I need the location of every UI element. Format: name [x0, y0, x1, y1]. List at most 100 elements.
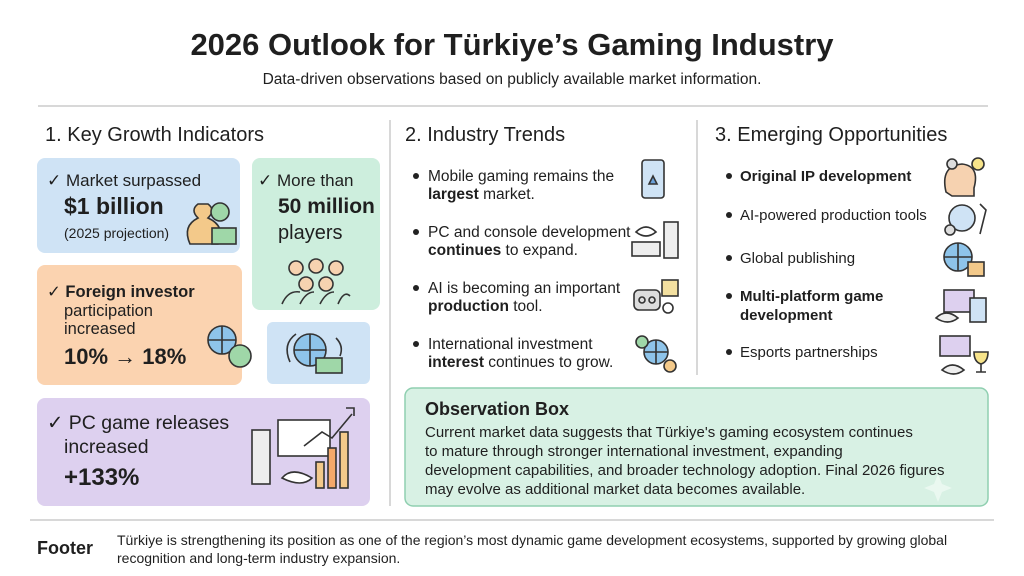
decoration: [298, 276, 314, 292]
globe-money-icon: [286, 333, 343, 374]
decoration: [634, 226, 658, 237]
decoration: [948, 204, 976, 232]
trend-text: interest continues to grow.: [428, 354, 613, 371]
card-text: participation: [64, 302, 153, 320]
card-label: ✓ More than: [258, 171, 354, 190]
trend-item: Mobile gaming remains the largest market…: [413, 159, 665, 203]
footer-text: recognition and long-term industry expan…: [117, 550, 400, 566]
title: 2026 Outlook for Türkiye’s Gaming Indust…: [190, 27, 834, 62]
decoration: [328, 260, 344, 276]
decoration: [934, 312, 960, 323]
section-title: 2. Industry Trends: [405, 124, 565, 146]
decoration: [663, 359, 677, 373]
decoration: [635, 335, 649, 349]
decoration: [946, 158, 958, 170]
decoration: [631, 241, 661, 257]
decoration: [315, 357, 343, 374]
trend-rest: tool.: [509, 298, 543, 315]
observation-text: development capabilities, and broader te…: [425, 462, 945, 479]
opportunity-text: Multi-platform game: [740, 288, 883, 305]
decoration: [413, 341, 419, 347]
decoration: [979, 203, 987, 235]
decoration: [663, 221, 679, 259]
console-icon: [631, 221, 679, 259]
trend-rest: continues to grow.: [484, 354, 613, 371]
decoration: [413, 173, 419, 179]
card-value: 50 million: [278, 195, 375, 218]
trend-item: AI is becoming an important production t…: [413, 279, 679, 315]
observation-box: Observation Box Current market data sugg…: [404, 387, 989, 507]
decoration: [251, 429, 271, 485]
opportunity-item: Original IP development: [726, 157, 985, 197]
decoration: [413, 285, 419, 291]
trend-bold: production: [428, 298, 509, 315]
trend-text: AI is becoming an important: [428, 280, 621, 297]
decoration: [726, 293, 732, 299]
decoration: [281, 290, 351, 305]
decoration: [318, 276, 334, 292]
decoration: [939, 335, 971, 357]
decoration: [208, 326, 236, 354]
trend-rest: market.: [479, 186, 535, 203]
trend-text: PC and console development: [428, 224, 631, 241]
observation-text: to mature through stronger international…: [425, 443, 843, 460]
decoration: [315, 461, 325, 489]
decoration: [37, 265, 242, 385]
opportunity-item: Multi-platform game development: [726, 288, 987, 324]
decoration: [726, 173, 732, 179]
opportunity-item: Global publishing: [726, 242, 985, 277]
decoration: [303, 407, 355, 447]
decoration: [286, 333, 343, 363]
decoration: [252, 158, 380, 310]
phone-icon: [641, 159, 665, 199]
esports-icon: [939, 335, 989, 375]
trend-text: continues to expand.: [428, 242, 578, 259]
decoration: [210, 202, 230, 222]
card: ✓ Foreign investor participation increas…: [37, 265, 252, 385]
decoration: [644, 340, 668, 364]
footer-text: Türkiye is strengthening its position as…: [117, 532, 947, 548]
card-label: ✓ Foreign investor: [47, 283, 195, 301]
trend-text: Mobile gaming remains the: [428, 168, 614, 185]
card-note: players: [278, 222, 342, 244]
decoration: [308, 258, 324, 274]
card-value: 10% → 18%: [64, 344, 186, 369]
decoration: [277, 419, 331, 457]
opportunity-item: Esports partnerships: [726, 335, 989, 375]
observation-text: may evolve as additional market data bec…: [425, 481, 805, 498]
decoration: [228, 344, 252, 368]
card-text: increased: [64, 436, 149, 458]
decoration: [662, 302, 674, 314]
card: ✓ More than 50 million players: [252, 158, 380, 310]
trend-bold: interest: [428, 354, 484, 371]
card: [267, 322, 370, 384]
investment-icon: [635, 335, 677, 373]
decoration: [288, 260, 304, 276]
card-value: $1 billion: [64, 193, 164, 219]
opportunity-text: Esports partnerships: [740, 344, 878, 361]
opportunity-text: AI-powered production tools: [740, 207, 927, 224]
decoration: [648, 296, 656, 304]
section-title: 1. Key Growth Indicators: [45, 124, 264, 146]
decoration: [280, 471, 314, 484]
money-icon: [186, 202, 237, 245]
decoration: [940, 364, 966, 375]
people-icon: [281, 258, 351, 305]
card: ✓ Market surpassed $1 billion (2025 proj…: [37, 158, 240, 253]
opportunity-text: Global publishing: [740, 250, 855, 267]
decoration: [726, 255, 732, 261]
trend-item: International investment interest contin…: [413, 335, 677, 373]
observation-title: Observation Box: [425, 399, 569, 419]
opportunity-text: development: [740, 307, 833, 324]
decoration: [404, 387, 989, 507]
observation-text: Current market data suggests that Türkiy…: [425, 424, 913, 441]
section-title: 3. Emerging Opportunities: [715, 124, 947, 146]
card: ✓ PC game releases increased +133%: [37, 398, 370, 506]
idea-icon: [943, 157, 985, 197]
decoration: [971, 157, 985, 171]
decoration: [633, 289, 661, 311]
opportunity-text: Original IP development: [740, 168, 911, 185]
